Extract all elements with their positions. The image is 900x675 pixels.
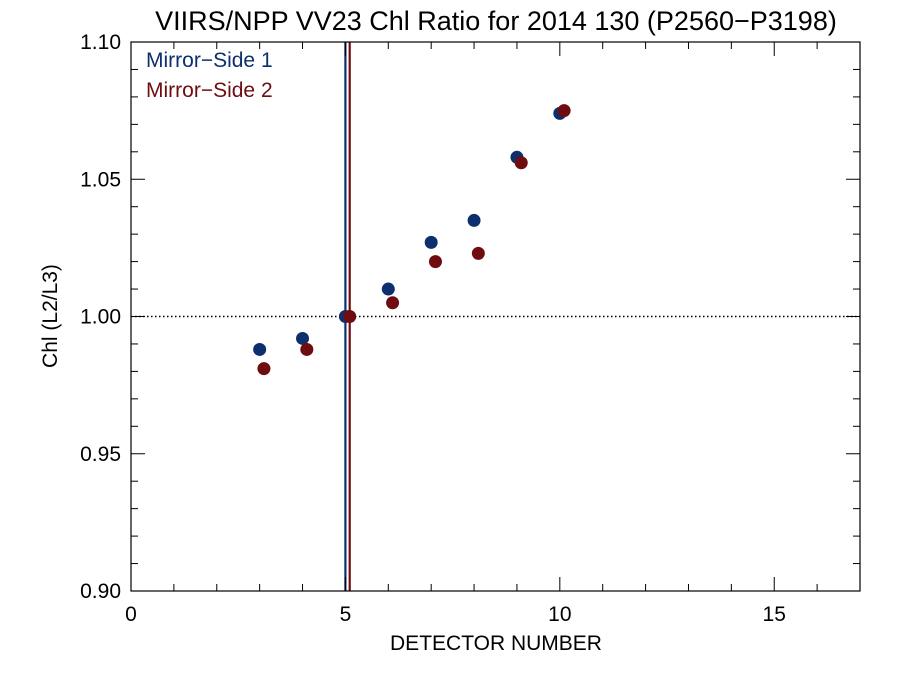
data-point: [471, 246, 485, 260]
y-axis-label: Chl (L2/L3): [39, 264, 62, 368]
y-tick-label: 0.95: [80, 443, 121, 466]
data-point: [381, 282, 395, 296]
data-point: [257, 362, 271, 376]
legend: Mirror−Side 1 Mirror−Side 2: [146, 49, 273, 102]
y-tick-label: 1.05: [80, 168, 121, 191]
data-point: [467, 213, 481, 227]
legend-entry: Mirror−Side 1: [146, 49, 273, 72]
reference-lines: [131, 42, 860, 591]
data-point: [343, 310, 357, 323]
data-point: [386, 296, 400, 310]
data-point: [296, 331, 310, 345]
data-point: [557, 104, 571, 118]
x-tick-label: 15: [763, 603, 786, 626]
data-point: [428, 255, 442, 269]
tick-labels: 0 5 10 15 0.90 0.95 1.00 1.05 1.10: [80, 31, 786, 626]
x-axis-label: DETECTOR NUMBER: [390, 632, 602, 655]
data-point: [300, 342, 314, 356]
plot-frame: [130, 41, 861, 592]
x-tick-label: 0: [125, 603, 137, 626]
x-tick-label: 5: [340, 603, 352, 626]
data-point: [424, 235, 438, 249]
chart-title: VIIRS/NPP VV23 Chl Ratio for 2014 130 (P…: [155, 6, 837, 36]
y-tick-label: 0.90: [80, 580, 121, 603]
y-tick-label: 1.10: [80, 31, 121, 54]
legend-entry: Mirror−Side 2: [146, 79, 273, 102]
y-tick-label: 1.00: [80, 306, 121, 329]
data-point: [253, 342, 267, 356]
x-tick-label: 10: [548, 603, 571, 626]
data-point: [514, 156, 528, 170]
data-points: [253, 104, 571, 376]
